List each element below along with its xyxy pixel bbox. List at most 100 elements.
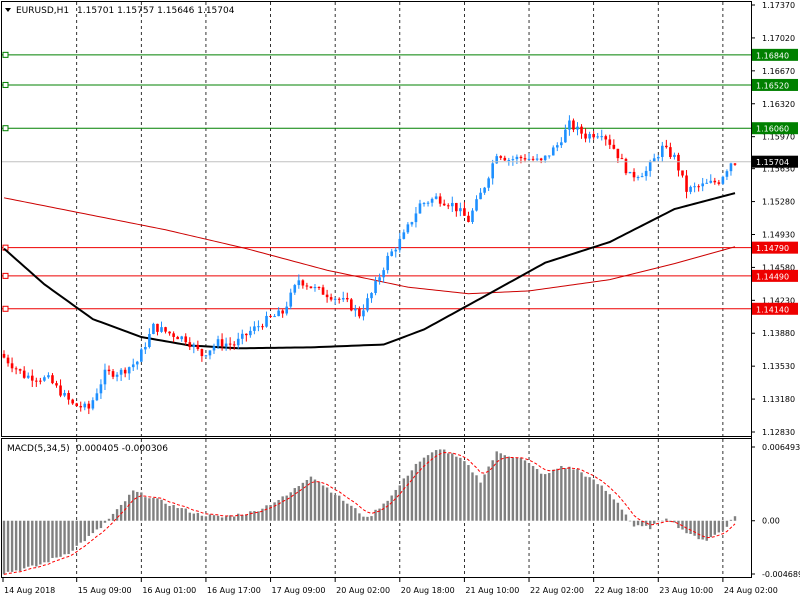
candle-body (152, 323, 155, 335)
macd-values: 0.000405 -0.000306 (76, 444, 168, 454)
candle-body (156, 323, 159, 332)
candle-body (511, 159, 515, 161)
candle-body (503, 157, 507, 161)
macd-bar (63, 520, 66, 555)
macd-bar (463, 461, 466, 521)
chevron-down-icon[interactable] (5, 8, 11, 12)
macd-bar (107, 518, 111, 521)
candle-body (35, 380, 38, 382)
macd-bar (422, 457, 426, 521)
macd-bar (382, 503, 385, 521)
macd-bar (665, 518, 668, 521)
macd-bar (269, 505, 272, 521)
current-price-label: 1.15704 (756, 158, 789, 167)
candle-body (487, 178, 490, 188)
macd-bar (616, 502, 620, 521)
level-tag (752, 302, 798, 315)
time-tick-label: 16 Aug 01:00 (142, 586, 196, 595)
macd-bar (531, 465, 535, 521)
macd-bar (588, 477, 591, 521)
candle-body (261, 326, 264, 328)
candle-body (232, 344, 236, 346)
macd-bar (43, 520, 46, 563)
macd-name: MACD(5,34,5) (7, 444, 70, 454)
price-tick-label: 1.12830 (762, 428, 795, 437)
candle-body (196, 344, 200, 350)
candle-body (471, 210, 474, 222)
macd-bar (386, 500, 389, 521)
horizontal-levels (2, 51, 751, 312)
macd-bar (27, 520, 30, 567)
macd-bar (378, 508, 381, 521)
candle-body (204, 355, 208, 357)
candle-body (721, 176, 725, 184)
candle-body (325, 294, 329, 298)
macd-tick-label: 0.006493 (762, 443, 800, 452)
macd-bar (329, 492, 333, 521)
candle-body (345, 297, 349, 300)
macd-bar (156, 498, 159, 521)
candle-body (305, 285, 309, 287)
macd-bar (55, 520, 58, 558)
candle-body (313, 286, 317, 289)
candle-body (148, 334, 151, 347)
candle-body (438, 196, 442, 204)
macd-bar (212, 515, 216, 521)
candle-body (539, 158, 543, 161)
macd-bar (321, 485, 325, 521)
level-tag-label: 1.16840 (756, 51, 789, 60)
time-tick-label: 14 Aug 2018 (4, 586, 55, 595)
macd-bar (10, 520, 14, 572)
macd-bar (487, 466, 490, 521)
macd-bar (188, 512, 191, 521)
macd-bar (172, 505, 175, 521)
macd-bar (123, 501, 127, 521)
price-pane[interactable]: EURUSD,H1 1.15701 1.15757 1.15646 1.1570… (1, 1, 752, 437)
level-tag (752, 269, 798, 282)
candle-body (632, 171, 636, 178)
ma-fast (3, 192, 736, 350)
candle-body (188, 342, 192, 348)
macd-bar (592, 479, 595, 521)
candle-body (47, 375, 50, 378)
candle-body (450, 202, 454, 207)
macd-bar (511, 457, 515, 521)
candle-body (249, 330, 252, 336)
candle-body (224, 343, 228, 347)
candle-body (176, 336, 179, 340)
candle-body (701, 183, 704, 187)
macd-bar (418, 461, 422, 521)
candle-body (669, 147, 672, 157)
candle-body (455, 202, 458, 212)
macd-bar (285, 495, 288, 521)
candle-body (245, 333, 248, 336)
candle-body (604, 136, 608, 140)
macd-bar (390, 495, 393, 521)
candle-body (596, 136, 599, 138)
candle-body (576, 126, 579, 130)
macd-bar (297, 486, 301, 521)
candle-body (10, 363, 14, 369)
candle-body (236, 338, 240, 346)
macd-bar (499, 453, 502, 521)
macd-bar (301, 482, 305, 521)
candle-body (681, 170, 684, 176)
candle-body (612, 144, 616, 149)
macd-bar (628, 520, 632, 522)
candle-body (366, 298, 369, 311)
price-tick-label: 1.14580 (762, 263, 795, 272)
candle-body (535, 158, 539, 160)
macd-bar (669, 520, 672, 523)
macd-bar (152, 497, 155, 521)
level-tag-label: 1.16060 (756, 125, 789, 134)
macd-bar (333, 494, 337, 521)
candle-body (216, 339, 220, 347)
time-tick-label: 20 Aug 02:00 (336, 586, 390, 595)
candle-body (644, 170, 648, 177)
macd-bar (317, 481, 321, 521)
macd-bar (346, 503, 349, 521)
macd-bar (59, 520, 62, 557)
macd-bar (75, 520, 78, 546)
candle-body (495, 156, 499, 164)
